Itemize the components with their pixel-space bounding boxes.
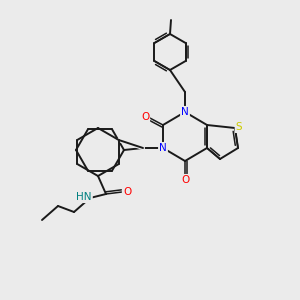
Text: HN: HN — [76, 192, 92, 202]
Text: N: N — [181, 107, 189, 117]
Text: O: O — [123, 187, 131, 197]
Text: N: N — [159, 143, 167, 153]
Text: O: O — [181, 175, 189, 185]
Text: O: O — [141, 112, 149, 122]
Text: S: S — [236, 122, 242, 132]
